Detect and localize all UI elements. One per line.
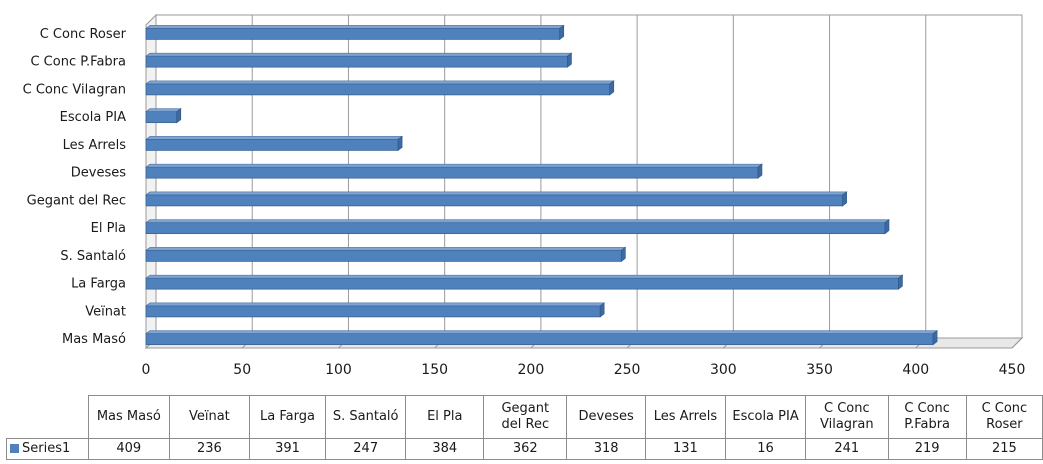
bar-top-face xyxy=(145,330,938,334)
category-label: Gegant del Rec xyxy=(27,193,126,208)
category-label: Escola PIA xyxy=(60,110,126,125)
bar-chart: Mas Masó Veïnat La Farga S. Santaló El Pla Ge… xyxy=(23,13,1026,378)
bar xyxy=(145,305,601,318)
category-label: Les Arrels xyxy=(63,138,127,153)
bar-top-face xyxy=(145,163,763,168)
category-label: Mas Masó xyxy=(62,332,126,347)
data-table-category-header: Les Arrels xyxy=(644,395,726,439)
bar-end-face xyxy=(176,108,182,124)
x-tick-label: 0 xyxy=(142,362,151,378)
data-table-category-header: C Conc Roser xyxy=(965,395,1043,439)
data-table-value: 236 xyxy=(168,438,250,460)
bar xyxy=(145,249,622,262)
data-table-category-header: Deveses xyxy=(566,395,646,439)
x-tick-label: 250 xyxy=(614,362,641,378)
bar xyxy=(145,222,886,235)
category-label: S. Santaló xyxy=(60,249,126,264)
bar-end-face xyxy=(397,135,403,151)
data-table-value: 247 xyxy=(325,438,407,460)
category-label: C Conc Roser xyxy=(40,27,127,42)
gridline-floor xyxy=(1011,337,1023,349)
bar xyxy=(145,194,844,207)
data-table-category-header: Veïnat xyxy=(168,395,250,439)
bar-end-face xyxy=(559,24,565,40)
bar xyxy=(145,277,899,290)
data-table-value: 131 xyxy=(644,438,726,460)
bar-top-face xyxy=(145,302,606,307)
category-label: Veïnat xyxy=(85,304,126,319)
x-tick-label: 100 xyxy=(325,362,352,378)
data-table-value: 391 xyxy=(248,438,327,460)
data-table-category-header: Gegant del Rec xyxy=(483,395,568,439)
bar-top-face xyxy=(145,191,848,196)
bar-top-face xyxy=(145,219,890,223)
x-tick-label: 400 xyxy=(902,362,929,378)
data-table-value: 16 xyxy=(724,438,807,460)
data-table-category-header: Mas Masó xyxy=(87,395,170,439)
bar-end-face xyxy=(599,302,605,318)
category-label: C Conc Vilagran xyxy=(23,82,126,97)
data-table-category-header: S. Santaló xyxy=(325,395,407,439)
data-table-value: 219 xyxy=(887,438,967,460)
bar-top-face xyxy=(145,25,565,29)
bar-end-face xyxy=(621,246,626,262)
bar-top-face xyxy=(145,52,573,57)
series-name: Series1 xyxy=(22,441,71,456)
x-tick-label: 450 xyxy=(999,362,1026,378)
data-table-category-header: Escola PIA xyxy=(724,395,807,439)
bar-end-face xyxy=(842,191,847,207)
x-tick-label: 300 xyxy=(710,362,737,378)
data-table-value: 362 xyxy=(483,438,568,460)
bar-top-face xyxy=(145,274,904,279)
category-labels: Mas Masó Veïnat La Farga S. Santaló El Pla Ge… xyxy=(23,27,127,347)
data-table-category-header: El Pla xyxy=(405,395,485,439)
data-table-value: 384 xyxy=(405,438,485,460)
data-table-corner xyxy=(6,395,89,439)
bar-top-face xyxy=(145,136,404,140)
bars xyxy=(145,24,938,346)
bar-end-face xyxy=(932,330,938,346)
x-tick-label: 200 xyxy=(518,362,545,378)
data-table-category-header: C Conc P.Fabra xyxy=(887,395,967,439)
bar xyxy=(145,111,178,124)
bar xyxy=(145,333,934,346)
bar-end-face xyxy=(898,274,903,290)
data-table-value: 215 xyxy=(965,438,1043,460)
bar-top-face xyxy=(145,247,627,251)
category-label: Deveses xyxy=(71,166,126,181)
bar xyxy=(145,27,561,40)
data-table-header-row: Mas Masó Veïnat La Farga S. Santaló El Pla Ge… xyxy=(6,395,1043,439)
bar-top-face xyxy=(145,80,615,85)
data-table-category-header: La Farga xyxy=(248,395,327,439)
bar xyxy=(145,55,568,68)
data-table-value-row: Series1 409 236 391 247 384 362 318 131 16 241 219 2… xyxy=(6,438,1043,460)
data-table-value: 409 xyxy=(87,438,170,460)
data-table: Mas Masó Veïnat La Farga S. Santaló El Pla Ge… xyxy=(6,395,1043,460)
data-table-category-header: C Conc Vilagran xyxy=(805,395,889,439)
bar xyxy=(145,166,759,179)
x-axis-tick-labels: 0 50 100 150 200 250 300 350 400 450 xyxy=(142,362,1026,378)
data-table-value: 318 xyxy=(566,438,646,460)
bar-top-face xyxy=(145,108,182,112)
category-label: La Farga xyxy=(71,277,126,292)
category-label: El Pla xyxy=(91,221,126,236)
bar xyxy=(145,83,611,96)
bar-end-face xyxy=(757,163,763,179)
x-tick-label: 350 xyxy=(806,362,833,378)
bar-end-face xyxy=(884,219,890,235)
x-tick-label: 150 xyxy=(421,362,448,378)
legend-swatch xyxy=(10,444,19,453)
legend-key-series1: Series1 xyxy=(6,438,89,460)
x-tick-label: 50 xyxy=(233,362,251,378)
bar xyxy=(145,138,399,151)
bar-end-face xyxy=(609,80,615,96)
data-table-value: 241 xyxy=(805,438,889,460)
category-label: C Conc P.Fabra xyxy=(30,55,126,70)
bar-end-face xyxy=(567,52,572,68)
